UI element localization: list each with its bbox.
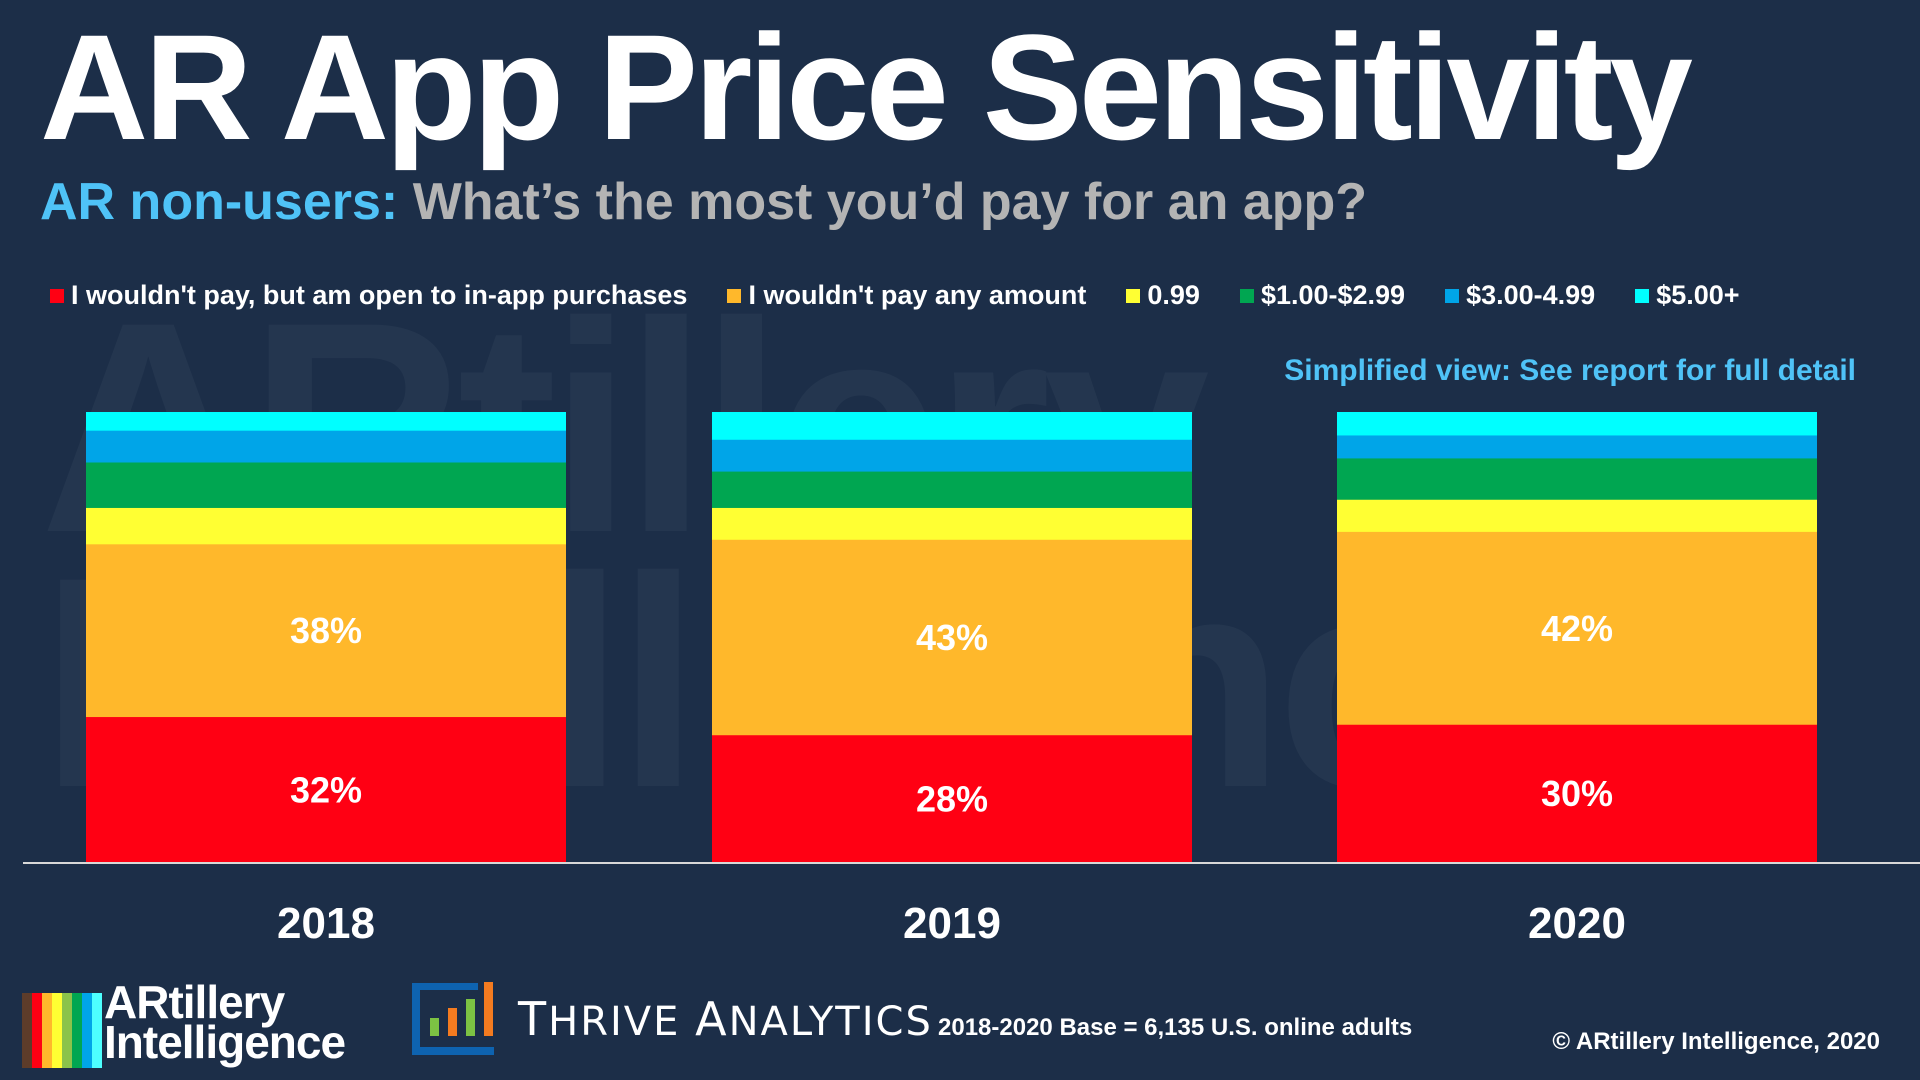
bar-segment: [86, 716, 566, 863]
legend-swatch: [1635, 288, 1650, 303]
legend-item: 0.99: [1126, 280, 1200, 311]
thrive-nalytics: NALYTICS: [728, 999, 933, 1045]
bar-segment: [1337, 724, 1817, 863]
thrive-a: A: [695, 992, 729, 1046]
legend-item: I wouldn't pay any amount: [727, 280, 1086, 311]
legend-swatch: [50, 288, 64, 303]
x-tick-label: 2018: [277, 899, 375, 948]
logo-stripe: [72, 993, 82, 1068]
legend-swatch: [727, 288, 742, 303]
bar-segment: [1337, 457, 1817, 500]
legend-item: $5.00+: [1635, 280, 1740, 311]
data-label: 38%: [290, 610, 362, 651]
thrive-analytics-logo: THRIVE ANALYTICS: [410, 980, 933, 1058]
legend-label: $5.00+: [1656, 280, 1740, 310]
copyright: © ARtillery Intelligence, 2020: [1552, 1028, 1880, 1055]
bar-segment: [86, 462, 566, 508]
bar-segment: [712, 539, 1192, 736]
legend-swatch: [1126, 288, 1141, 303]
bar-segment: [712, 507, 1192, 540]
chart-subtitle: AR non-users: What’s the most you’d pay …: [40, 176, 1367, 228]
legend-label: 0.99: [1147, 280, 1200, 310]
logo-stripe: [62, 993, 72, 1068]
logo-stripe: [42, 993, 52, 1068]
base-note: 2018-2020 Base = 6,135 U.S. online adult…: [938, 1014, 1413, 1041]
bar-segment: [86, 543, 566, 718]
data-label: 30%: [1541, 773, 1613, 814]
legend-label: $1.00-$2.99: [1260, 280, 1406, 310]
bar-segment: [712, 439, 1192, 472]
thrive-hrive: HRIVE: [548, 999, 681, 1045]
legend-label: I wouldn't pay any amount: [748, 280, 1087, 310]
data-label: 43%: [916, 617, 988, 658]
data-label: 28%: [916, 778, 988, 819]
logo-stripe: [22, 993, 32, 1068]
bar-segment: [86, 430, 566, 463]
legend-swatch: [1445, 288, 1460, 303]
bar-segment: [86, 412, 566, 431]
bar-segment: [1337, 412, 1817, 436]
logo-stripe: [52, 993, 62, 1068]
artillery-logo-line1: ARtillery: [104, 976, 285, 1028]
data-label: 42%: [1541, 608, 1613, 649]
bar-segment: [86, 507, 566, 545]
bar-segment: [712, 412, 1192, 440]
bar-segment: [712, 471, 1192, 508]
legend-swatch: [1239, 288, 1254, 303]
artillery-logo-line2: Intelligence: [104, 1015, 346, 1068]
bar-segment: [712, 734, 1192, 863]
bar-segment: [1337, 531, 1817, 725]
simplified-view-note: Simplified view: See report for full det…: [1284, 354, 1856, 387]
legend-item: I wouldn't pay, but am open to in-app pu…: [50, 280, 687, 311]
bar-chart-icon: [412, 982, 494, 1055]
bar-segment: [1337, 434, 1817, 459]
data-label: 32%: [290, 769, 362, 810]
x-tick-label: 2019: [903, 899, 1001, 948]
legend: I wouldn't pay, but am open to in-app pu…: [50, 280, 1740, 311]
logo-stripe: [32, 993, 42, 1068]
subtitle-question: What’s the most you’d pay for an app?: [412, 173, 1368, 231]
thrive-t: T: [518, 992, 549, 1046]
artillery-logo: ARtillery Intelligence: [22, 975, 346, 1068]
bar-segment: [1337, 499, 1817, 532]
legend-item: $1.00-$2.99: [1239, 280, 1406, 311]
subtitle-lead: AR non-users:: [40, 173, 399, 231]
logo-stripe: [92, 993, 102, 1068]
rainbow-stripes-icon: [22, 993, 102, 1068]
legend-label: I wouldn't pay, but am open to in-app pu…: [71, 280, 688, 310]
artillery-logo-text: ARtillery Intelligence: [104, 976, 346, 1068]
thrive-analytics-text: THRIVE ANALYTICS: [518, 992, 933, 1046]
logo-stripe: [82, 993, 92, 1068]
legend-label: $3.00-4.99: [1466, 280, 1596, 310]
x-tick-label: 2020: [1528, 899, 1626, 948]
chart-title: AR App Price Sensitivity: [40, 3, 1693, 171]
legend-item: $3.00-4.99: [1445, 280, 1595, 311]
